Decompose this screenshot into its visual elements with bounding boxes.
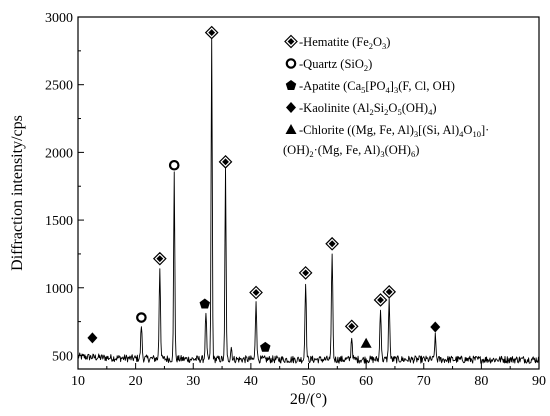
x-tick-label: 80 xyxy=(474,374,488,389)
y-tick-label: 2000 xyxy=(45,146,73,161)
y-axis-title: Diffraction intensity/cps xyxy=(9,115,26,271)
open-circle-icon xyxy=(285,58,297,69)
hematite-marker xyxy=(373,293,388,307)
x-tick-label: 70 xyxy=(417,374,431,389)
apatite-marker xyxy=(199,298,211,309)
pentagon-icon xyxy=(285,80,297,90)
triangle-icon xyxy=(285,124,297,134)
legend-label-chlorite: (OH)2·(Mg, Fe, Al)3(OH)6) xyxy=(283,143,419,159)
hematite-marker xyxy=(249,285,263,300)
hematite-marker xyxy=(382,284,397,299)
hematite-marker xyxy=(218,155,233,169)
x-tick-label: 10 xyxy=(71,374,85,389)
legend-label-kaolinite: -Kaolinite (Al2Si2O5(OH)4) xyxy=(299,101,437,117)
hematite-marker xyxy=(152,251,167,266)
y-tick-label: 1500 xyxy=(45,214,73,229)
hematite-marker xyxy=(298,266,313,280)
apatite-marker xyxy=(260,341,271,352)
quartz-marker xyxy=(136,312,147,323)
y-axis: 500 1000 1500 2000 2500 3000 xyxy=(45,11,84,364)
hematite-marker xyxy=(204,25,219,40)
diamond-in-diamond-icon xyxy=(284,34,298,49)
x-tick-label: 20 xyxy=(129,374,143,389)
y-tick-label: 3000 xyxy=(45,11,73,26)
hematite-marker xyxy=(325,236,339,251)
x-tick-label: 50 xyxy=(302,374,316,389)
kaolinite-marker xyxy=(430,321,441,333)
quartz-marker xyxy=(168,159,180,171)
legend: -Hematite (Fe2O3) -Quartz (SiO2) -Apatite … xyxy=(283,34,489,159)
y-tick-label: 2500 xyxy=(45,79,73,94)
kaolinite-marker xyxy=(87,332,98,344)
phase-markers xyxy=(87,25,441,352)
filled-diamond-icon xyxy=(286,102,296,113)
chlorite-marker xyxy=(360,337,372,348)
legend-label-chlorite: -Chlorite ((Mg, Fe, Al)3[(Si, Al)4O10]· xyxy=(299,123,489,139)
y-tick-label: 500 xyxy=(52,349,73,364)
x-tick-label: 60 xyxy=(359,374,373,389)
x-tick-label: 30 xyxy=(186,374,200,389)
legend-label-quartz: -Quartz (SiO2) xyxy=(299,57,372,73)
diffraction-pattern-line xyxy=(78,35,539,364)
x-axis: 10 20 30 40 50 60 70 80 90 xyxy=(71,363,546,389)
legend-label-apatite: -Apatite (Ca5[PO4]3(F, Cl, OH) xyxy=(299,79,455,95)
x-tick-label: 90 xyxy=(532,374,546,389)
y-tick-label: 1000 xyxy=(45,282,73,297)
x-tick-label: 40 xyxy=(244,374,258,389)
hematite-marker xyxy=(344,319,359,334)
x-axis-title: 2θ/(°) xyxy=(290,391,327,408)
legend-label-hematite: -Hematite (Fe2O3) xyxy=(299,35,390,51)
